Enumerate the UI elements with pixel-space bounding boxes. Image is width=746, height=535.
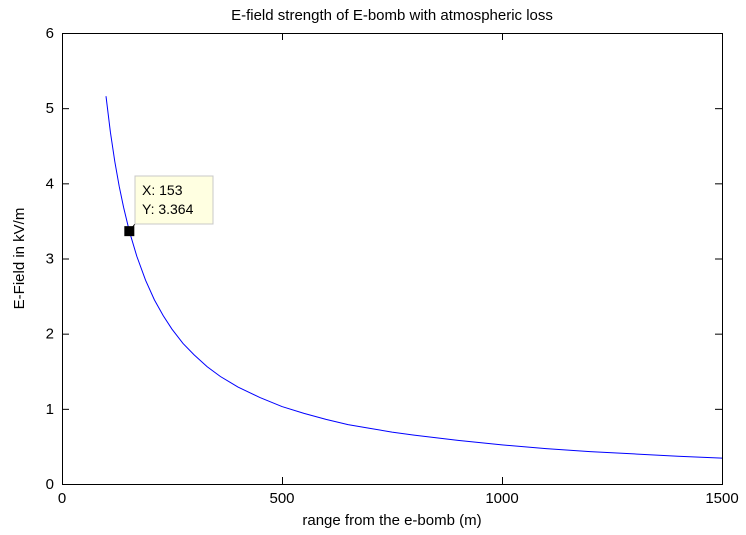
x-axis-title: range from the e-bomb (m): [302, 512, 481, 529]
datatip[interactable]: X: 153 Y: 3.364: [124, 175, 214, 237]
x-tick-label: 500: [269, 490, 294, 507]
datatip-y-text: Y: 3.364: [142, 201, 194, 217]
datatip-x-text: X: 153: [142, 182, 183, 198]
chart-title: E-field strength of E-bomb with atmosphe…: [231, 7, 553, 24]
y-tick-label: 1: [46, 401, 54, 418]
y-axis-title: E-Field in kV/m: [11, 208, 28, 310]
plot-frame: [62, 33, 723, 485]
y-tick-label: 5: [46, 100, 54, 117]
y-tick-label: 3: [46, 251, 54, 268]
x-tick-label: 0: [58, 490, 66, 507]
datatip-box: [134, 175, 214, 225]
y-tick-label: 0: [46, 476, 54, 493]
y-tick-label: 6: [46, 25, 54, 42]
axis-tick-labels: 0 500 1000 1500 0 1 2 3 4 5 6: [46, 25, 739, 507]
x-tick-label: 1500: [705, 490, 738, 507]
x-tick-label: 1000: [485, 490, 518, 507]
datatip-marker[interactable]: [124, 226, 135, 237]
y-tick-label: 2: [46, 326, 54, 343]
plot-area: [62, 33, 722, 484]
y-tick-label: 4: [46, 175, 54, 192]
